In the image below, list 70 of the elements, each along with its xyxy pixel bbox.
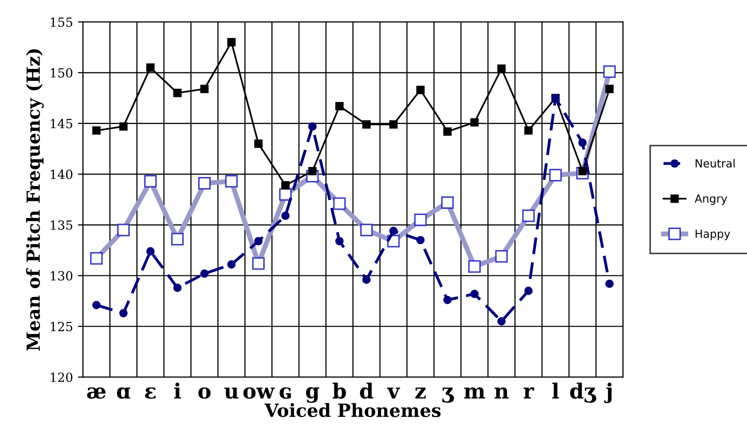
point [416, 86, 425, 94]
point [443, 127, 452, 136]
x-tick-label: ow [243, 387, 275, 399]
x-tick-label: n [494, 387, 509, 398]
point [281, 212, 290, 220]
y-tick-label: 120 [50, 372, 72, 382]
point [389, 120, 398, 129]
x-tick-label: v [387, 388, 400, 398]
point [200, 269, 209, 278]
point [497, 64, 506, 73]
x-tick-label: dʒ [570, 382, 596, 403]
x-tick-label: d [360, 382, 374, 399]
point [227, 38, 236, 46]
point [146, 247, 155, 256]
x-tick-label: ɢ [280, 387, 291, 399]
point [470, 290, 479, 298]
x-tick-label: o [198, 387, 211, 399]
y-tick-label: 125 [50, 322, 72, 332]
point [443, 296, 452, 304]
x-tick-label: u [224, 388, 238, 399]
point [308, 122, 317, 131]
x-axis-title: Voiced Phonemes [264, 403, 441, 418]
x-tick-label: m [464, 387, 486, 398]
point [497, 317, 506, 326]
x-tick-label: g [306, 387, 320, 403]
x-tick-label: z [415, 388, 426, 398]
legend-label: Neutral [696, 158, 735, 168]
point [254, 140, 263, 148]
y-tick-label: 130 [50, 271, 72, 281]
point [605, 84, 614, 94]
x-tick-label: r [524, 387, 534, 398]
x-tick-label: ɑ [116, 387, 130, 399]
point [119, 122, 128, 131]
y-tick-label: 135 [50, 220, 72, 230]
point [200, 84, 209, 94]
point [605, 280, 614, 288]
x-tick-label: l [552, 382, 559, 398]
x-tick-label: i [174, 382, 181, 398]
point [578, 138, 587, 147]
legend-label: Angry [694, 194, 728, 205]
x-tick-label: æ [87, 387, 106, 399]
point [470, 118, 479, 127]
point [173, 88, 182, 98]
point [524, 126, 533, 135]
y-axis-title: Mean of Pitch Frequency (Hz) [26, 49, 44, 351]
point [389, 226, 398, 236]
point [335, 236, 344, 246]
y-tick-label: 155 [50, 17, 72, 27]
point [308, 166, 317, 176]
point [416, 236, 425, 244]
point [362, 276, 371, 284]
point [335, 102, 344, 110]
point [119, 309, 128, 318]
y-tick-label: 145 [50, 118, 72, 128]
x-tick-label: b [332, 382, 346, 399]
point [254, 236, 263, 246]
y-tick-label: 140 [50, 170, 72, 180]
x-tick-label: ɛ [145, 387, 156, 399]
point [173, 284, 182, 292]
x-tick-label: ʒ [442, 388, 454, 403]
point [281, 181, 290, 190]
point [362, 120, 371, 129]
y-tick-label: 150 [50, 68, 72, 78]
point [146, 63, 155, 72]
point [92, 126, 101, 135]
x-tick-label: j [604, 382, 612, 404]
point [92, 300, 101, 310]
point [227, 260, 236, 269]
point [524, 286, 533, 296]
legend-label: Happy [696, 230, 730, 240]
